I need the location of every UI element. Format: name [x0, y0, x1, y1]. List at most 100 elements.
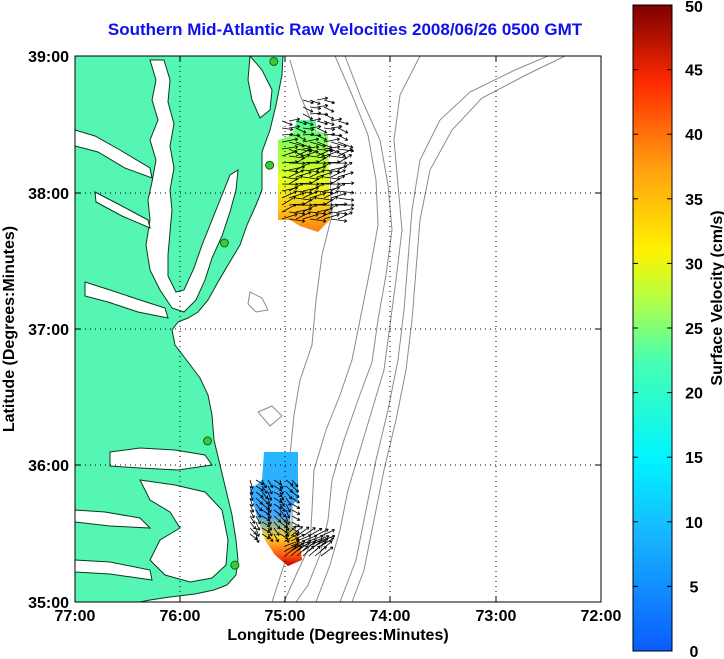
- x-tick-label: 77:00: [55, 608, 96, 625]
- velocity-vector: [316, 211, 332, 220]
- velocity-vector: [288, 182, 304, 192]
- velocity-vector: [330, 169, 346, 178]
- velocity-vector: [273, 503, 282, 510]
- velocity-vector: [308, 545, 321, 557]
- delaware-bay: [247, 56, 273, 119]
- velocity-vector: [337, 171, 354, 178]
- velocity-vector: [281, 120, 293, 126]
- velocity-vector: [337, 127, 349, 134]
- velocity-vector: [309, 99, 321, 105]
- velocity-vector: [281, 149, 298, 157]
- velocity-vector: [255, 491, 264, 498]
- velocity-vector: [295, 171, 312, 178]
- velocity-vector: [330, 161, 348, 166]
- velocity-vector: [330, 117, 343, 122]
- velocity-vector: [323, 196, 339, 206]
- velocity-vector: [323, 213, 340, 220]
- radar-station-marker: [230, 560, 240, 570]
- y-tick-label: 37:00: [28, 322, 69, 339]
- velocity-vector: [309, 117, 322, 122]
- velocity-vector: [316, 127, 328, 134]
- velocity-vector: [302, 196, 318, 206]
- velocity-vector: [279, 497, 285, 507]
- velocity-vector: [323, 106, 335, 113]
- bathymetry-contours: [247, 56, 566, 602]
- velocity-vector: [267, 485, 273, 495]
- velocity-vector: [302, 213, 319, 220]
- radar-station-marker: [219, 238, 229, 248]
- velocity-vector: [279, 485, 284, 495]
- velocity-vector: [302, 203, 318, 213]
- velocity-vector: [255, 479, 265, 485]
- velocity-vector: [295, 134, 307, 141]
- velocity-vector: [302, 190, 318, 199]
- velocity-vectors: [249, 96, 355, 557]
- x-tick-label: 73:00: [476, 608, 517, 625]
- radar-stations: [203, 56, 279, 570]
- colorbar-ticks: 0 5 10 15 20 25 30 35 40 45 50: [633, 0, 703, 659]
- velocity-vector: [302, 120, 314, 126]
- velocity-vector: [284, 539, 300, 547]
- velocity-vector: [295, 161, 311, 171]
- velocity-vector: [267, 521, 273, 531]
- velocity-vector: [337, 203, 355, 207]
- velocity-vector: [285, 497, 292, 506]
- velocity-vector: [296, 526, 310, 537]
- velocity-vector: [308, 541, 321, 552]
- velocity-vector: [267, 515, 272, 525]
- velocity-vector: [330, 182, 346, 192]
- velocity-vector: [337, 197, 355, 202]
- velocity-vector: [288, 169, 304, 178]
- velocity-vector: [316, 134, 328, 141]
- velocity-vector: [323, 169, 341, 174]
- velocity-vector: [323, 120, 335, 126]
- velocity-vector: [320, 546, 334, 557]
- velocity-vector: [295, 127, 307, 134]
- velocity-vector: [296, 545, 309, 557]
- colorbar-tick-label: 30: [685, 256, 703, 273]
- velocity-vector: [309, 182, 325, 192]
- x-tick-label: 72:00: [581, 608, 622, 625]
- velocity-vector: [316, 161, 332, 171]
- velocity-vector: [302, 534, 318, 542]
- velocity-field-south: [250, 452, 302, 566]
- velocity-vector: [316, 96, 329, 101]
- y-tick-label: 36:00: [28, 458, 69, 475]
- neuse-river: [75, 559, 153, 581]
- velocity-vector: [320, 529, 335, 537]
- velocity-vector: [255, 509, 262, 518]
- velocity-vector: [285, 509, 291, 519]
- velocity-vector: [314, 534, 330, 542]
- colorbar-tick-label: 35: [685, 192, 703, 209]
- colorbar-tick-label: 5: [690, 579, 699, 596]
- velocity-vector: [290, 539, 306, 547]
- velocity-vector: [267, 527, 273, 537]
- velocity-vector: [267, 479, 274, 488]
- velocity-vector: [316, 120, 328, 126]
- velocity-vector: [337, 134, 349, 141]
- y-axis-label: Latitude (Degrees:Minutes): [1, 226, 18, 432]
- velocity-vector: [314, 546, 327, 557]
- pamlico-sound: [139, 479, 229, 583]
- radar-station-marker: [203, 436, 213, 446]
- velocity-vector: [291, 485, 299, 493]
- velocity-vector: [255, 485, 264, 492]
- velocity-vector: [296, 534, 312, 542]
- velocity-vector: [249, 479, 254, 489]
- potomac-river: [75, 129, 153, 179]
- velocity-vector: [296, 542, 310, 552]
- velocity-vector: [309, 175, 325, 185]
- velocity-vector: [290, 526, 303, 537]
- velocity-vector: [323, 190, 339, 199]
- colorbar-tick-label: 50: [685, 0, 703, 16]
- radar-station-marker: [265, 160, 275, 170]
- y-tick-marks: [75, 192, 601, 466]
- velocity-vector: [284, 545, 297, 557]
- velocity-vector: [314, 538, 329, 547]
- velocity-vector: [288, 117, 301, 122]
- velocity-vector: [284, 543, 299, 552]
- velocity-vector: [330, 211, 348, 216]
- velocity-vector: [249, 497, 254, 507]
- velocity-vector: [291, 515, 301, 521]
- velocity-vector: [288, 175, 304, 185]
